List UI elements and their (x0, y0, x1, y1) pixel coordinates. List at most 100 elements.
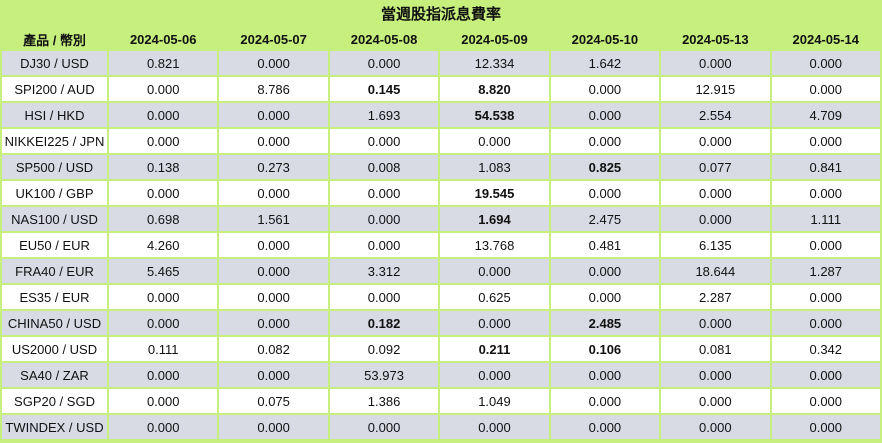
rate-cell: 54.538 (440, 103, 549, 129)
rate-cell: 0.000 (661, 207, 770, 233)
rate-cell: 0.000 (329, 415, 439, 441)
rate-cell: 0.000 (771, 51, 880, 77)
rate-cell: 0.000 (219, 285, 328, 311)
rate-cell: 0.000 (109, 415, 218, 441)
rate-cell: 0.000 (219, 233, 328, 259)
rate-cell: 0.000 (219, 181, 328, 207)
rate-cell: 0.000 (661, 363, 770, 389)
table-row: SPI200 / AUD 0.000 8.786 0.145 8.820 0.000 12.… (2, 77, 880, 103)
column-header-date: 2024-05-08 (329, 27, 439, 51)
rate-cell: 1.561 (219, 207, 328, 233)
rate-cell: 0.000 (550, 389, 660, 415)
rate-cell: 8.820 (440, 77, 549, 103)
rate-cell: 13.768 (440, 233, 549, 259)
rate-cell: 0.273 (219, 155, 328, 181)
table-row: SGP20 / SGD 0.000 0.075 1.386 1.049 0.000 0.00… (2, 389, 880, 415)
rate-cell: 0.000 (109, 285, 218, 311)
rate-cell: 0.000 (440, 415, 549, 441)
table-row: US2000 / USD 0.111 0.082 0.092 0.211 0.106 0.0… (2, 337, 880, 363)
column-header-date: 2024-05-10 (550, 27, 660, 51)
rate-cell: 0.825 (550, 155, 660, 181)
rate-cell: 0.000 (329, 285, 439, 311)
product-cell: CHINA50 / USD (2, 311, 107, 337)
rate-cell: 0.625 (440, 285, 549, 311)
rate-cell: 0.000 (109, 77, 218, 103)
product-cell: SP500 / USD (2, 155, 107, 181)
rate-cell: 0.000 (661, 311, 770, 337)
product-cell: NAS100 / USD (2, 207, 107, 233)
rate-cell: 12.334 (440, 51, 549, 77)
column-header-date: 2024-05-07 (219, 27, 328, 51)
column-header-date: 2024-05-09 (440, 27, 549, 51)
rate-cell: 4.260 (109, 233, 218, 259)
rate-cell: 0.342 (771, 337, 880, 363)
rate-cell: 0.000 (550, 103, 660, 129)
rate-cell: 1.642 (550, 51, 660, 77)
rate-cell: 0.111 (109, 337, 218, 363)
rate-cell: 0.000 (550, 259, 660, 285)
rate-cell: 0.000 (109, 129, 218, 155)
rate-cell: 0.000 (661, 51, 770, 77)
rate-cell: 0.081 (661, 337, 770, 363)
rate-cell: 0.082 (219, 337, 328, 363)
rate-cell: 2.287 (661, 285, 770, 311)
product-cell: DJ30 / USD (2, 51, 107, 77)
column-header-product: 產品 / 幣別 (2, 27, 107, 51)
rate-cell: 0.145 (329, 77, 439, 103)
rate-cell: 0.000 (771, 233, 880, 259)
rate-cell: 0.000 (661, 181, 770, 207)
rate-cell: 0.000 (440, 259, 549, 285)
rate-cell: 0.000 (440, 363, 549, 389)
rate-cell: 0.000 (771, 389, 880, 415)
rate-cell: 0.000 (329, 129, 439, 155)
rate-cell: 0.000 (771, 129, 880, 155)
rate-cell: 0.000 (661, 389, 770, 415)
product-cell: US2000 / USD (2, 337, 107, 363)
rate-cell: 0.000 (109, 103, 218, 129)
rate-cell: 0.698 (109, 207, 218, 233)
rate-cell: 0.000 (219, 51, 328, 77)
rate-cell: 0.075 (219, 389, 328, 415)
rate-cell: 1.287 (771, 259, 880, 285)
rate-cell: 0.138 (109, 155, 218, 181)
rate-cell: 0.000 (771, 363, 880, 389)
rate-cell: 0.000 (109, 181, 218, 207)
header-row: 產品 / 幣別 2024-05-06 2024-05-07 2024-05-08… (2, 27, 880, 51)
product-cell: NIKKEI225 / JPN (2, 129, 107, 155)
table-row: FRA40 / EUR 5.465 0.000 3.312 0.000 0.000 18.6… (2, 259, 880, 285)
rate-cell: 0.000 (550, 363, 660, 389)
rate-cell: 0.000 (550, 285, 660, 311)
rate-cell: 1.693 (329, 103, 439, 129)
rate-cell: 4.709 (771, 103, 880, 129)
table-row: DJ30 / USD 0.821 0.000 0.000 12.334 1.642 0.00… (2, 51, 880, 77)
rate-cell: 2.485 (550, 311, 660, 337)
rate-cell: 0.481 (550, 233, 660, 259)
rate-cell: 0.000 (109, 311, 218, 337)
product-cell: SA40 / ZAR (2, 363, 107, 389)
rate-cell: 18.644 (661, 259, 770, 285)
dividend-rate-table: 產品 / 幣別 2024-05-06 2024-05-07 2024-05-08… (0, 27, 882, 441)
column-header-date: 2024-05-14 (771, 27, 880, 51)
table-row: SA40 / ZAR 0.000 0.000 53.973 0.000 0.000 0.00… (2, 363, 880, 389)
rate-cell: 3.312 (329, 259, 439, 285)
rate-cell: 0.000 (219, 311, 328, 337)
rate-cell: 2.554 (661, 103, 770, 129)
rate-cell: 8.786 (219, 77, 328, 103)
rate-cell: 0.000 (550, 77, 660, 103)
rate-cell: 0.211 (440, 337, 549, 363)
rate-cell: 19.545 (440, 181, 549, 207)
rate-cell: 0.000 (550, 129, 660, 155)
rate-cell: 1.111 (771, 207, 880, 233)
rate-cell: 0.000 (219, 259, 328, 285)
rate-cell: 0.000 (771, 415, 880, 441)
rate-cell: 1.049 (440, 389, 549, 415)
product-cell: ES35 / EUR (2, 285, 107, 311)
rate-cell: 0.000 (440, 129, 549, 155)
table-row: NAS100 / USD 0.698 1.561 0.000 1.694 2.475 0.0… (2, 207, 880, 233)
rate-cell: 2.475 (550, 207, 660, 233)
rate-cell: 0.106 (550, 337, 660, 363)
column-header-date: 2024-05-06 (109, 27, 218, 51)
column-header-date: 2024-05-13 (661, 27, 770, 51)
rate-cell: 0.000 (661, 415, 770, 441)
